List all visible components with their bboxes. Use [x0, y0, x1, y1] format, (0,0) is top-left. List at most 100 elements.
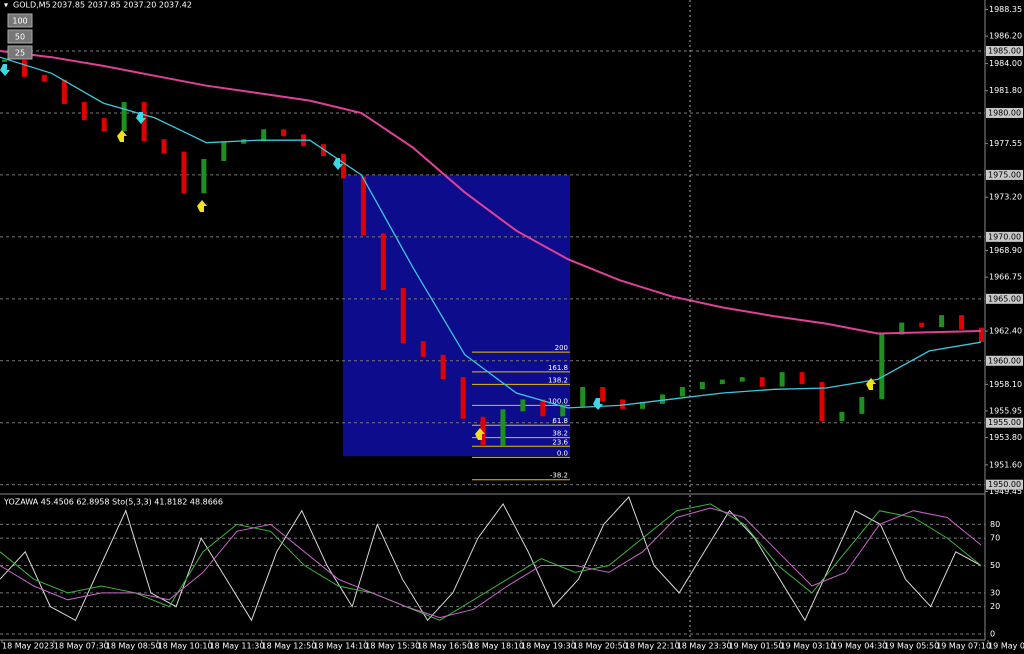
- fibo-label: 0.0: [557, 449, 568, 457]
- moving-average: [0, 50, 982, 335]
- fibo-label: 23.6: [552, 438, 568, 446]
- up-arrow: [866, 378, 876, 390]
- price-bar: [360, 176, 366, 236]
- price-bar: [460, 377, 466, 419]
- fibo-label: 61.8: [552, 417, 568, 425]
- fibo-box: [343, 174, 570, 457]
- zoom-button[interactable]: [7, 45, 33, 60]
- price-bar: [739, 377, 745, 382]
- level-label-box: [986, 46, 1023, 57]
- price-bar: [2, 59, 7, 62]
- y-tick-label: 1988.35: [989, 5, 1022, 14]
- y-tick-label: 1968.90: [989, 246, 1022, 255]
- x-tick-label: 18 May 2023: [2, 642, 54, 651]
- dropdown-arrow[interactable]: ▾: [4, 1, 8, 10]
- oscillator-line: [0, 507, 982, 619]
- x-tick-label: 18 May 07:30: [54, 642, 109, 651]
- x-tick-label: 19 May 03:10: [781, 642, 836, 651]
- level-label: 1980.00: [988, 108, 1021, 117]
- x-tick-label: 18 May 10:10: [158, 642, 213, 651]
- x-tick-label: 18 May 18:10: [469, 642, 524, 651]
- x-tick-label: 18 May 20:50: [573, 642, 628, 651]
- level-label: 1960.00: [988, 356, 1021, 365]
- price-bar: [420, 341, 426, 357]
- price-bar: [41, 74, 47, 82]
- zoom-button-label[interactable]: 100: [12, 17, 27, 26]
- zoom-button[interactable]: [7, 13, 33, 28]
- y-tick-label: 1984.00: [989, 59, 1022, 68]
- fibo-label: -38.2: [550, 472, 568, 480]
- price-bar: [121, 102, 127, 132]
- y-tick-label: 0: [990, 630, 995, 639]
- down-arrow: [0, 64, 10, 76]
- x-tick-label: 18 May 22:10: [625, 642, 680, 651]
- y-tick-label: 1981.80: [989, 86, 1022, 95]
- price-bar: [620, 399, 626, 409]
- x-tick-label: 19 May 04:30: [832, 642, 887, 651]
- price-bar: [540, 399, 546, 417]
- level-label: 1950.00: [988, 480, 1021, 489]
- down-arrow: [136, 112, 146, 124]
- price-bar: [261, 129, 267, 142]
- zoom-button-label[interactable]: 50: [15, 33, 25, 42]
- fibo-label: 138.2: [548, 376, 568, 384]
- level-label-box: [986, 355, 1023, 366]
- fibo-label: 38.2: [552, 430, 568, 438]
- level-label-box: [986, 107, 1023, 118]
- price-bar: [221, 141, 227, 162]
- price-bar: [161, 139, 167, 154]
- y-tick-label: 1962.40: [989, 327, 1022, 336]
- signal-arrows: [0, 64, 876, 440]
- price-bar: [380, 233, 386, 290]
- zoom-button-label[interactable]: 25: [15, 49, 25, 58]
- x-tick-label: 18 May 16:50: [417, 642, 472, 651]
- price-bar: [440, 354, 446, 380]
- price-bar: [141, 102, 147, 142]
- oscillator-panel: YOZAWA 45.4506 62.8958 Sto(5,3,3) 41.818…: [0, 496, 985, 635]
- price-bar: [699, 382, 705, 390]
- price-bar: [21, 59, 27, 77]
- price-bar: [679, 387, 685, 397]
- price-bar: [779, 372, 785, 387]
- price-bar: [81, 102, 87, 121]
- y-tick-label: 50: [990, 561, 1000, 570]
- price-bar: [959, 315, 965, 330]
- price-bar: [799, 372, 805, 385]
- y-tick-label: 1951.60: [989, 460, 1022, 469]
- x-tick-label: 19 May 08:30: [988, 642, 1024, 651]
- level-label: 1955.00: [988, 418, 1021, 427]
- level-label: 1970.00: [988, 232, 1021, 241]
- x-tick-label: 18 May 08:50: [106, 642, 161, 651]
- x-tick-label: 19 May 01:50: [729, 642, 784, 651]
- fibo-label: 100.0: [548, 397, 568, 405]
- price-bar: [839, 411, 845, 422]
- price-bar: [659, 394, 665, 404]
- price-bar: [340, 154, 346, 179]
- y-tick-label: 1955.95: [989, 406, 1022, 415]
- price-bar: [400, 287, 406, 344]
- level-label-box: [986, 231, 1023, 242]
- price-bar: [560, 404, 566, 417]
- level-label-box: [986, 417, 1023, 428]
- y-tick-label: 1977.55: [989, 139, 1022, 148]
- x-tick-label: 18 May 19:30: [521, 642, 576, 651]
- level-label: 1985.00: [988, 47, 1021, 56]
- up-arrow: [117, 130, 127, 142]
- price-bar: [759, 377, 765, 387]
- y-tick-label: 70: [990, 534, 1000, 543]
- fibo-label: 161.8: [548, 364, 568, 372]
- y-tick-label: 1953.80: [989, 433, 1022, 442]
- up-arrow: [197, 200, 207, 212]
- down-arrow: [333, 158, 343, 170]
- price-bar: [281, 129, 287, 137]
- y-tick-label: 1966.75: [989, 273, 1022, 282]
- price-bar: [859, 396, 865, 414]
- x-tick-label: 18 May 12:50: [262, 642, 317, 651]
- price-bar: [939, 315, 945, 328]
- y-tick-label: 80: [990, 520, 1000, 529]
- indicator-title: YOZAWA 45.4506 62.8958 Sto(5,3,3) 41.818…: [3, 498, 223, 507]
- price-bar: [979, 327, 984, 342]
- zoom-button[interactable]: [7, 29, 33, 44]
- up-arrow: [475, 428, 485, 440]
